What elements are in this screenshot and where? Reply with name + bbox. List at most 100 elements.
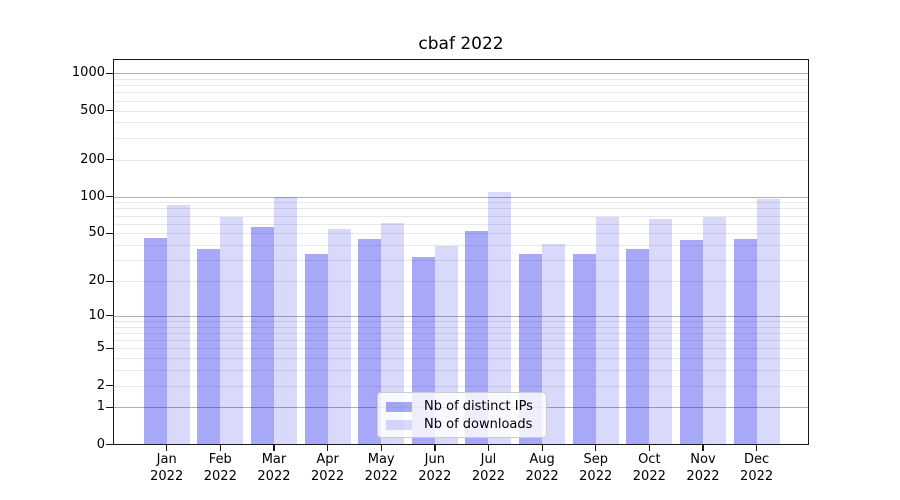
bar-downloads [649,218,673,445]
gridline-major [114,315,808,317]
gridline-minor [114,326,808,328]
legend: Nb of distinct IPs Nb of downloads [377,392,547,438]
x-tick-label: Jul 2022 [471,452,505,484]
x-tick-label: Dec 2022 [740,452,774,484]
legend-item-downloads: Nb of downloads [386,417,538,432]
gridline-minor [114,233,808,235]
bar-distinct-ips [626,249,650,445]
bar-downloads [220,217,244,445]
y-tick-label: 20 [88,273,105,289]
gridline-major [114,196,808,198]
y-tick-mark [106,444,113,446]
y-tick-label: 1000 [71,65,105,81]
x-tick-label: Apr 2022 [311,452,345,484]
gridline-minor [114,208,808,210]
y-tick-mark [106,385,113,387]
gridline-minor [114,92,808,94]
bar-distinct-ips [358,238,382,445]
y-tick-label: 0 [96,436,105,452]
x-tick-mark [166,445,168,451]
bar-downloads [542,243,566,445]
y-tick-label: 2 [96,377,105,393]
gridline-minor [114,122,808,124]
gridline-minor [114,100,808,102]
y-tick-mark [106,159,113,161]
bar-downloads [595,217,619,445]
x-tick-label: Sep 2022 [579,452,613,484]
gridline-minor [114,281,808,283]
gridline-minor [114,358,808,360]
bar-distinct-ips [197,249,221,445]
bar-distinct-ips [679,240,703,445]
y-tick-label: 50 [88,225,105,241]
y-tick-label: 1 [96,399,105,415]
bar-distinct-ips [572,253,596,445]
legend-label-distinct-ips: Nb of distinct IPs [424,399,533,414]
bar-downloads [273,196,297,445]
gridline-minor [114,385,808,387]
x-tick-label: Aug 2022 [525,452,559,484]
y-tick-label: 200 [80,151,105,167]
gridline-minor [114,85,808,87]
x-tick-mark [219,445,221,451]
legend-swatch-downloads [386,419,412,430]
gridline-minor [114,348,808,350]
x-tick-mark [487,445,490,451]
x-tick-mark [434,445,436,451]
gridline-minor [114,340,808,342]
gridline-minor [114,110,808,112]
bar-downloads [756,199,780,445]
x-tick-label: Mar 2022 [257,452,291,484]
x-tick-mark [648,445,651,451]
x-tick-label: Feb 2022 [203,452,237,484]
y-tick-mark [106,315,113,317]
bar-downloads [327,229,351,445]
gridline-minor [114,320,808,322]
x-tick-mark [327,445,329,451]
y-tick-mark [106,406,113,409]
bar-distinct-ips [304,253,328,445]
bar-distinct-ips [250,227,274,445]
bar-distinct-ips [143,237,167,445]
x-tick-label: Oct 2022 [632,452,666,484]
chart-title: cbaf 2022 [418,34,504,54]
y-tick-mark [106,280,113,282]
legend-item-distinct-ips: Nb of distinct IPs [386,399,538,414]
y-tick-label: 10 [88,307,105,323]
x-tick-mark [702,445,704,451]
y-tick-mark [106,110,113,112]
gridline-minor [114,202,808,204]
gridline-minor [114,159,808,161]
bar-downloads [166,205,190,445]
gridline-minor [114,78,808,80]
bar-distinct-ips [465,231,489,445]
y-tick-mark [106,72,113,74]
y-tick-label: 100 [80,188,105,204]
x-tick-mark [756,445,758,451]
gridline-minor [114,332,808,334]
y-tick-label: 5 [96,340,105,356]
y-tick-mark [106,196,113,198]
gridline-minor [114,260,808,262]
gridline-minor [114,370,808,372]
legend-label-downloads: Nb of downloads [424,417,533,432]
y-tick-mark [106,232,113,235]
x-tick-label: Jan 2022 [150,452,184,484]
gridline-minor [114,137,808,139]
gridline-major [114,73,808,75]
bar-downloads [702,217,726,445]
y-tick-mark [106,347,113,350]
x-tick-label: May 2022 [364,452,398,484]
gridline-minor [114,245,808,247]
bar-downloads [488,191,512,445]
x-tick-mark [541,445,543,451]
bar-distinct-ips [733,238,757,445]
gridline-minor [114,215,808,217]
legend-swatch-distinct-ips [386,401,412,412]
x-tick-label: Jun 2022 [418,452,452,484]
x-tick-mark [380,445,382,451]
bar-downloads [381,222,405,445]
gridline-minor [114,223,808,225]
